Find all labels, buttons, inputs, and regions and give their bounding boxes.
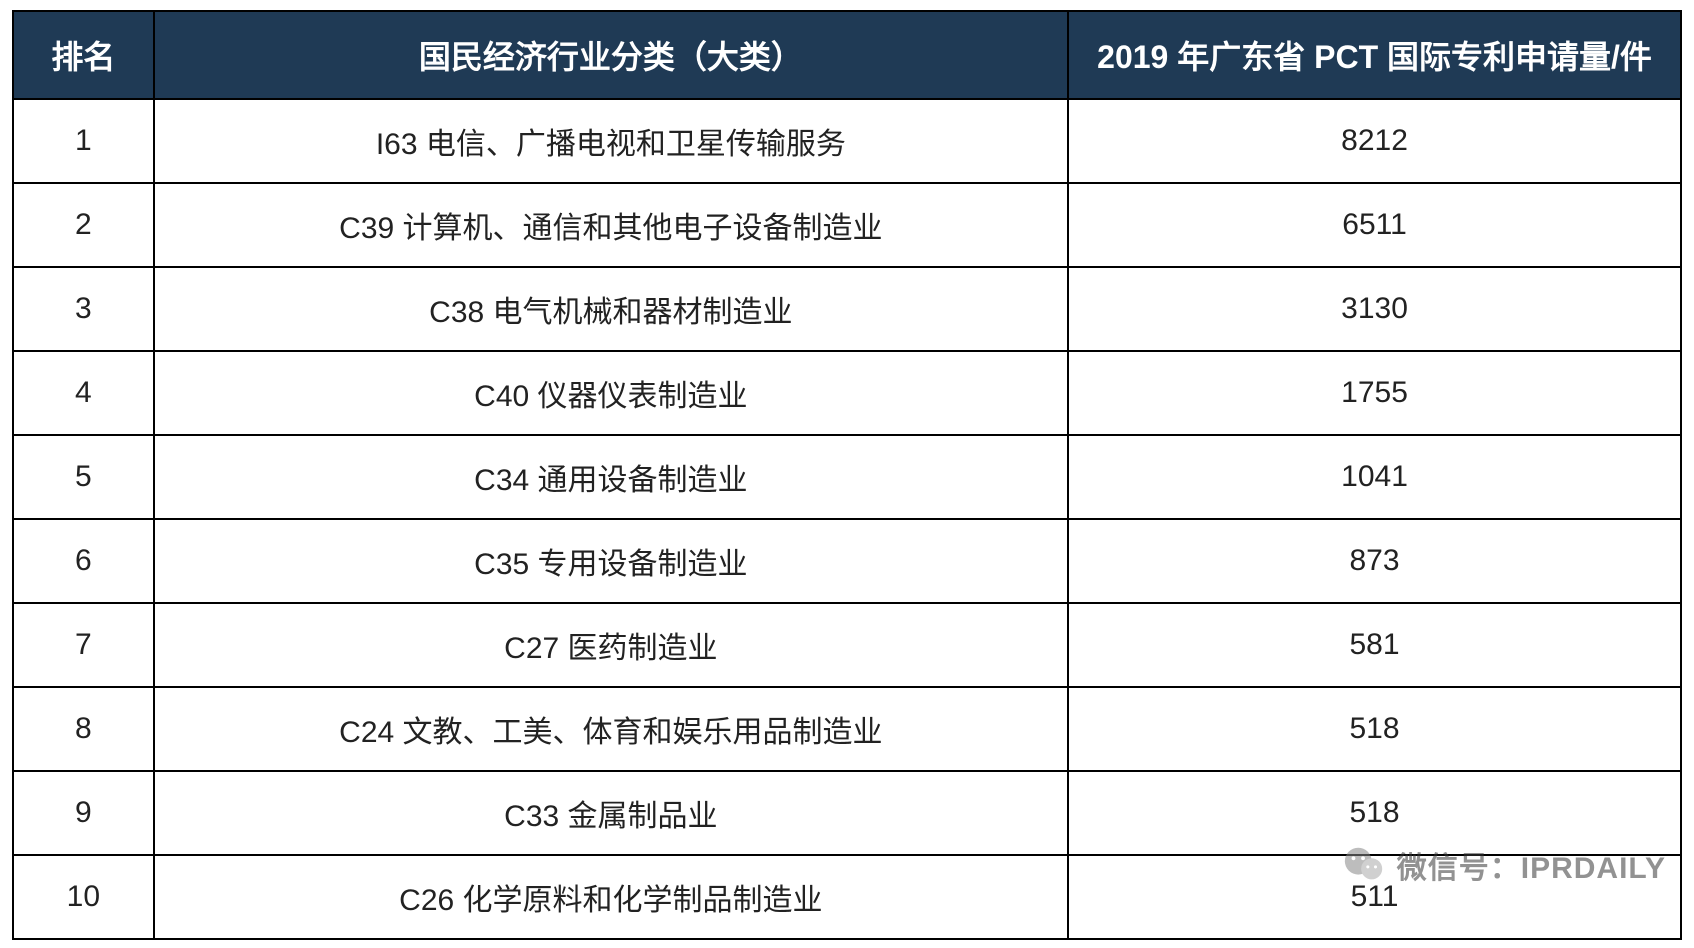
- cell-rank: 10: [13, 855, 154, 939]
- table-body: 1I63 电信、广播电视和卫星传输服务82122C39 计算机、通信和其他电子设…: [13, 99, 1681, 939]
- col-header-category: 国民经济行业分类（大类）: [154, 11, 1068, 99]
- table-header-row: 排名 国民经济行业分类（大类） 2019 年广东省 PCT 国际专利申请量/件: [13, 11, 1681, 99]
- table-row: 3C38 电气机械和器材制造业3130: [13, 267, 1681, 351]
- cell-category: C33 金属制品业: [154, 771, 1068, 855]
- cell-value: 1755: [1068, 351, 1681, 435]
- table-row: 1I63 电信、广播电视和卫星传输服务8212: [13, 99, 1681, 183]
- cell-value: 518: [1068, 687, 1681, 771]
- cell-rank: 5: [13, 435, 154, 519]
- cell-rank: 4: [13, 351, 154, 435]
- cell-value: 581: [1068, 603, 1681, 687]
- table-row: 8C24 文教、工美、体育和娱乐用品制造业518: [13, 687, 1681, 771]
- cell-category: C40 仪器仪表制造业: [154, 351, 1068, 435]
- table-row: 5C34 通用设备制造业1041: [13, 435, 1681, 519]
- cell-category: C39 计算机、通信和其他电子设备制造业: [154, 183, 1068, 267]
- cell-rank: 8: [13, 687, 154, 771]
- table-row: 7C27 医药制造业581: [13, 603, 1681, 687]
- col-header-rank: 排名: [13, 11, 154, 99]
- table-row: 6C35 专用设备制造业873: [13, 519, 1681, 603]
- cell-rank: 7: [13, 603, 154, 687]
- table-row: 2C39 计算机、通信和其他电子设备制造业6511: [13, 183, 1681, 267]
- table-row: 10C26 化学原料和化学制品制造业511: [13, 855, 1681, 939]
- cell-value: 1041: [1068, 435, 1681, 519]
- cell-rank: 9: [13, 771, 154, 855]
- pct-ranking-table: 排名 国民经济行业分类（大类） 2019 年广东省 PCT 国际专利申请量/件 …: [12, 10, 1682, 940]
- cell-value: 6511: [1068, 183, 1681, 267]
- cell-value: 518: [1068, 771, 1681, 855]
- table-row: 9C33 金属制品业518: [13, 771, 1681, 855]
- cell-value: 8212: [1068, 99, 1681, 183]
- cell-category: C24 文教、工美、体育和娱乐用品制造业: [154, 687, 1068, 771]
- cell-category: C27 医药制造业: [154, 603, 1068, 687]
- cell-value: 511: [1068, 855, 1681, 939]
- cell-category: C38 电气机械和器材制造业: [154, 267, 1068, 351]
- cell-category: C34 通用设备制造业: [154, 435, 1068, 519]
- cell-value: 873: [1068, 519, 1681, 603]
- table-row: 4C40 仪器仪表制造业1755: [13, 351, 1681, 435]
- cell-value: 3130: [1068, 267, 1681, 351]
- cell-rank: 3: [13, 267, 154, 351]
- cell-category: C35 专用设备制造业: [154, 519, 1068, 603]
- col-header-value: 2019 年广东省 PCT 国际专利申请量/件: [1068, 11, 1681, 99]
- cell-rank: 6: [13, 519, 154, 603]
- cell-rank: 2: [13, 183, 154, 267]
- cell-rank: 1: [13, 99, 154, 183]
- cell-category: C26 化学原料和化学制品制造业: [154, 855, 1068, 939]
- cell-category: I63 电信、广播电视和卫星传输服务: [154, 99, 1068, 183]
